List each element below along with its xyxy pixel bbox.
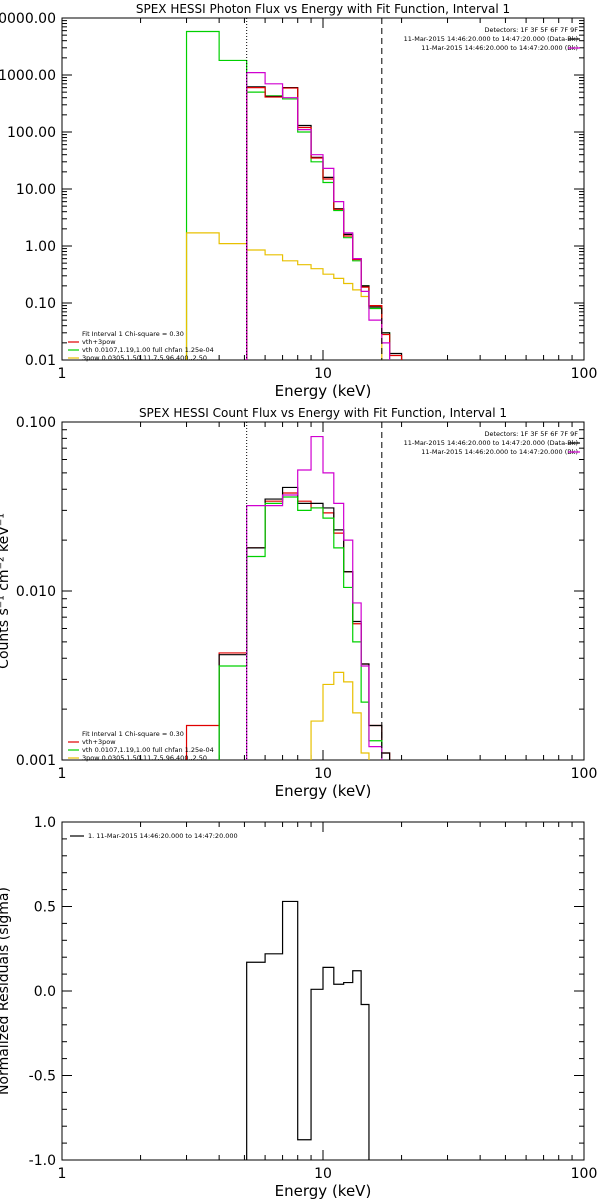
y-tick-label: 0.010 (16, 584, 56, 600)
y-axis-label: Counts s⁻¹ cm⁻² keV⁻¹ (0, 513, 12, 669)
x-axis-label: Energy (keV) (275, 382, 372, 400)
y-tick-label: 1.0 (34, 815, 56, 831)
info-text: Detectors: 1F 3F 5F 6F 7F 9F (484, 430, 578, 438)
y-tick-label: -1.0 (29, 1153, 56, 1169)
y-tick-label: 100.00 (7, 125, 56, 141)
x-tick-label: 1 (58, 366, 67, 382)
legend-text: vth 0.0107,1.19,1.00 full chfan 1.25e-04 (82, 346, 214, 354)
legend-text: vth+3pow (82, 338, 116, 346)
chart-3: Energy (keV) Normalized Residuals (sigma)… (0, 815, 597, 1200)
plot-frame (61, 17, 585, 361)
legend-text: 1. 11-Mar-2015 14:46:20.000 to 14:47:20.… (88, 832, 238, 840)
x-tick-label: 100 (571, 1166, 598, 1182)
legend-text: 3pow 0.0305,1.50,11.7,5.96,400.,2.50 (82, 754, 207, 762)
legend-text: vth 0.0107,1.19,1.00 full chfan 1.25e-04 (82, 746, 214, 754)
series-1-line (246, 900, 370, 1160)
legend-text: vth+3pow (82, 738, 116, 746)
legend-text: Fit Interval 1 Chi-square = 0.30 (82, 730, 184, 738)
info-text: 11-Mar-2015 14:46:20.000 to 14:47:20.000… (421, 44, 578, 52)
info-text: Detectors: 1F 3F 5F 6F 7F 9F (484, 26, 578, 34)
chart-2: SPEX HESSI Count Flux vs Energy with Fit… (0, 406, 597, 800)
legend-text: 3pow 0.0305,1.50,11.7,5.96,400.,2.50 (82, 354, 207, 362)
x-tick-label: 100 (571, 766, 598, 782)
series-2-line (218, 486, 391, 760)
series-5-line (310, 671, 370, 760)
data-layer (246, 900, 370, 1160)
series-5-line (246, 72, 391, 360)
info-text: 11-Mar-2015 14:46:20.000 to 14:47:20.000… (421, 448, 578, 456)
info-text: 11-Mar-2015 14:46:20.000 to 14:47:20.000… (404, 35, 578, 43)
y-tick-label: 0.5 (34, 900, 56, 916)
y-axis-label: Normalized Residuals (sigma) (0, 887, 12, 1095)
chart-title: SPEX HESSI Count Flux vs Energy with Fit… (139, 406, 507, 420)
series-3-line (218, 496, 383, 760)
chart-1: SPEX HESSI Photon Flux vs Energy with Fi… (0, 2, 597, 400)
y-tick-label: 0.0 (34, 984, 56, 1000)
y-tick-label: -0.5 (29, 1069, 56, 1085)
chart-title: SPEX HESSI Photon Flux vs Energy with Fi… (136, 2, 510, 16)
y-tick-label: 0.001 (16, 753, 56, 769)
x-axis-label: Energy (keV) (275, 1182, 372, 1200)
y-tick-label: 1.00 (25, 239, 56, 255)
y-tick-label: 1000.00 (0, 68, 56, 84)
plot-frame (61, 821, 585, 1161)
y-tick-label: 0.10 (25, 296, 56, 312)
x-tick-label: 1 (58, 766, 67, 782)
y-tick-label: 0.100 (16, 415, 56, 431)
series-1-line (185, 492, 391, 760)
series-4-line (246, 87, 403, 360)
info-text: 11-Mar-2015 14:46:20.000 to 14:47:20.000… (404, 439, 578, 447)
x-axis-label: Energy (keV) (275, 782, 372, 800)
x-tick-label: 10 (314, 766, 332, 782)
y-tick-label: 10.00 (16, 182, 56, 198)
legend-text: Fit Interval 1 Chi-square = 0.30 (82, 330, 184, 338)
data-layer (185, 30, 403, 360)
x-tick-label: 1 (58, 1166, 67, 1182)
y-tick-label: 0.01 (25, 353, 56, 369)
series-4-line (246, 435, 383, 760)
x-tick-label: 100 (571, 366, 598, 382)
series-3-line (246, 86, 403, 360)
series-1-line (185, 30, 391, 360)
data-layer (185, 435, 391, 760)
x-tick-label: 10 (314, 366, 332, 382)
y-tick-label: 0000.00 (0, 11, 56, 27)
x-tick-label: 10 (314, 1166, 332, 1182)
